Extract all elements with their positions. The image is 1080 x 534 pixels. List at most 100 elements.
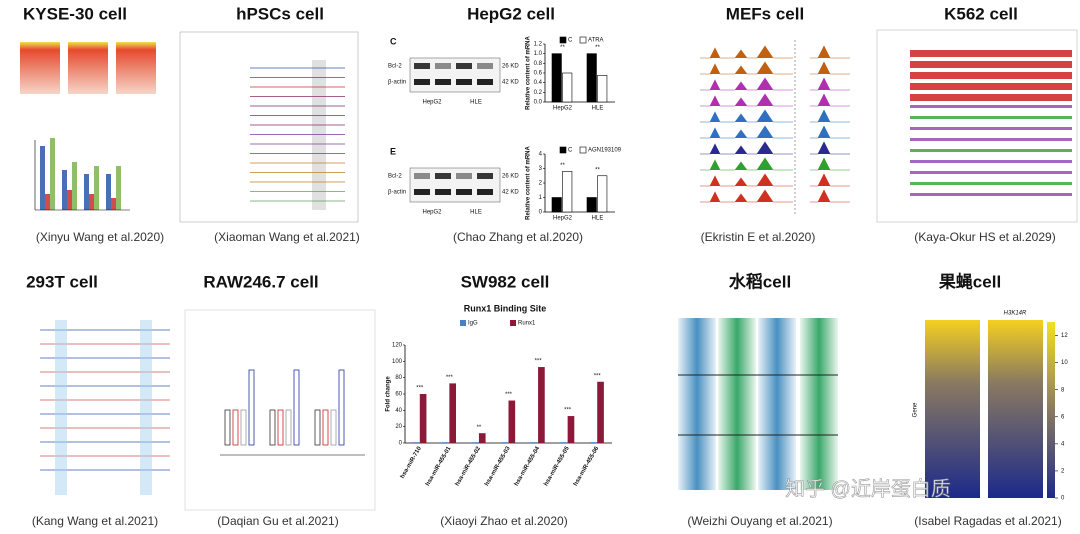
x-tick-label: hsa-miR-455-03 — [484, 445, 512, 487]
legend-label: Runx1 — [518, 321, 536, 327]
significance-label: ** — [560, 163, 565, 169]
significance-label: *** — [446, 375, 454, 381]
significance-label: *** — [564, 408, 572, 414]
bar — [589, 442, 597, 443]
bar — [597, 381, 604, 443]
track — [910, 105, 1072, 108]
y-axis-label: Relative content of mRNA — [526, 146, 532, 220]
track — [910, 83, 1072, 90]
track — [910, 116, 1072, 119]
blot-cell-label: HepG2 — [422, 210, 442, 216]
track-peaks — [810, 173, 850, 187]
deco-bar — [40, 146, 45, 210]
track — [910, 149, 1072, 152]
x-tick-label: hsa-miR-455-02 — [455, 445, 483, 487]
y-tick-label: 20 — [395, 424, 402, 430]
axis-label: Gene — [913, 402, 919, 417]
legend-swatch — [460, 320, 466, 326]
blot-band — [414, 173, 430, 179]
panel-title: K562 cell — [944, 4, 1018, 23]
deco-bar — [111, 198, 116, 210]
panel-title: 果蝇cell — [939, 272, 1001, 291]
y-tick-label: 0.2 — [534, 90, 543, 96]
x-tick-label: HLE — [592, 216, 604, 222]
y-tick-label: 80 — [395, 375, 402, 381]
deco-bar — [293, 369, 300, 446]
track-peaks — [700, 45, 793, 59]
y-tick-label: 0.6 — [534, 71, 543, 77]
blot-band — [456, 173, 472, 179]
panel-title: hPSCs cell — [236, 4, 324, 23]
track-peaks — [810, 125, 850, 139]
track-peaks — [810, 77, 850, 91]
deco-bar — [240, 409, 247, 446]
panel-citation: (Xiaoyi Zhao et al.2020) — [440, 514, 567, 528]
heatmap — [20, 42, 60, 94]
y-tick-label: 1.2 — [534, 42, 543, 48]
significance-label: *** — [505, 392, 513, 398]
y-axis-label: Fold change — [386, 376, 392, 412]
heatmap — [718, 318, 756, 490]
x-tick-label: HepG2 — [553, 106, 573, 112]
track-peaks — [700, 157, 793, 171]
blot-band — [456, 63, 472, 69]
deco-bar — [269, 409, 276, 446]
blot-band — [477, 63, 493, 69]
y-tick-label: 0.4 — [534, 80, 543, 86]
colorbar-tick-label: 0 — [1061, 496, 1065, 502]
bar — [508, 400, 516, 443]
blot-size: 26 KD — [502, 174, 519, 180]
track — [910, 61, 1072, 68]
y-tick-label: 2 — [539, 181, 543, 187]
heatmap-label: H3K14R — [1004, 311, 1027, 317]
bar — [586, 53, 597, 103]
blot-size: 26 KD — [502, 64, 519, 70]
deco-bar — [314, 409, 321, 446]
legend-swatch — [579, 36, 587, 44]
bar — [412, 442, 420, 443]
y-tick-label: 40 — [395, 408, 402, 414]
track-peaks — [700, 77, 793, 91]
panel-citation: (Kang Wang et al.2021) — [32, 514, 158, 528]
heatmap — [68, 42, 108, 94]
track — [910, 138, 1072, 141]
track-peaks — [810, 141, 850, 155]
colorbar-tick-label: 4 — [1061, 441, 1065, 447]
panel-label: C — [390, 36, 397, 46]
blot-band — [477, 79, 493, 85]
legend-swatch — [559, 146, 567, 154]
deco-bar — [277, 409, 284, 446]
bar — [441, 442, 449, 443]
track-peaks — [810, 45, 850, 59]
bar — [551, 197, 562, 213]
panel-title: SW982 cell — [461, 272, 550, 291]
blot-cell-label: HepG2 — [422, 100, 442, 106]
blot-band — [456, 189, 472, 195]
blot-band — [456, 79, 472, 85]
track — [910, 72, 1072, 79]
panel-label: E — [390, 146, 396, 156]
heatmap — [758, 318, 796, 490]
panel-citation: (Xinyu Wang et al.2020) — [36, 230, 164, 244]
y-tick-label: 1 — [539, 195, 543, 201]
frame — [179, 31, 359, 223]
panel-title: HepG2 cell — [467, 4, 555, 23]
y-tick-label: 0.0 — [534, 100, 543, 106]
y-axis-label: Relative content of mRNA — [526, 36, 532, 110]
significance-label: *** — [594, 373, 602, 379]
bar — [586, 197, 597, 213]
y-tick-label: 3 — [539, 166, 543, 172]
deco-bar — [232, 409, 239, 446]
y-tick-label: 0.8 — [534, 61, 543, 67]
significance-label: ** — [560, 45, 565, 51]
blot-band — [414, 79, 430, 85]
panel-title: 293T cell — [26, 272, 98, 291]
blot-band — [435, 63, 451, 69]
track — [910, 193, 1072, 196]
track-peaks — [810, 157, 850, 171]
blot-label: β-actin — [388, 80, 406, 86]
y-tick-label: 4 — [539, 152, 543, 158]
deco-bar — [50, 138, 55, 210]
deco-bar — [62, 170, 67, 210]
